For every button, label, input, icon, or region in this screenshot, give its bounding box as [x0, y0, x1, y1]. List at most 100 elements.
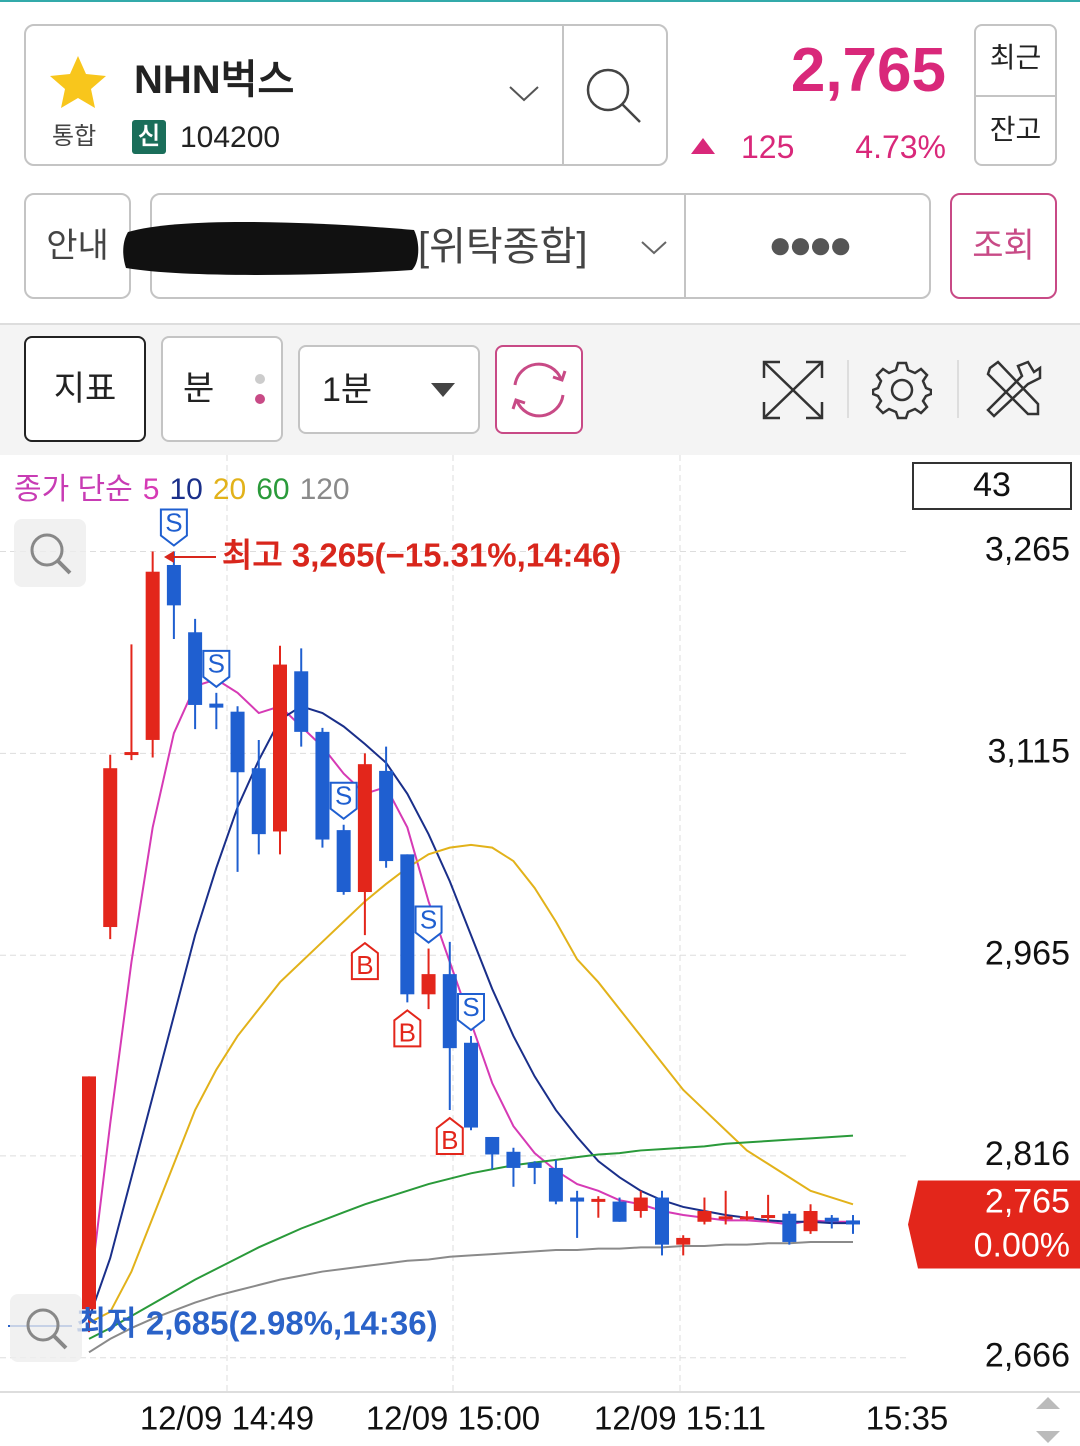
signal-shape [435, 1116, 464, 1156]
settings-icon[interactable] [872, 360, 932, 420]
signal-shape [202, 649, 231, 689]
scroll-arrows[interactable] [1036, 1397, 1060, 1443]
y-tick-label: 2,666 [985, 1337, 1070, 1375]
legend-entry: 60 [256, 473, 289, 506]
fullscreen-icon[interactable] [760, 358, 826, 422]
counter: 43 [973, 466, 1011, 504]
candle-body [782, 1213, 797, 1242]
x-tick-label: 12/09 14:49 [140, 1400, 314, 1437]
ma-line [88, 678, 853, 1299]
annotation-arrowhead [164, 551, 174, 563]
candle-body [103, 768, 118, 928]
zoom-button[interactable] [14, 519, 86, 587]
candle-body [527, 1162, 542, 1168]
balance-button[interactable]: 잔고 [989, 114, 1042, 145]
candle-body [315, 731, 330, 840]
tools-icon[interactable] [982, 358, 1044, 420]
signal-marker: S [329, 781, 358, 820]
recent-button[interactable]: 최근 [989, 42, 1042, 73]
candle-body [251, 768, 266, 835]
current-price: 2,765 [985, 1182, 1070, 1220]
period-unit-button[interactable]: 분 [161, 336, 283, 442]
candle-body [633, 1197, 648, 1211]
candle-body [697, 1210, 712, 1222]
legend-title: 종가 단순 [14, 473, 133, 506]
candle-body [676, 1237, 691, 1245]
signal-marker: B [393, 1009, 422, 1048]
ma-line [88, 843, 854, 1324]
candle-body [209, 703, 224, 708]
interval: 1분 [322, 371, 373, 409]
account-type: [위탁종합] [418, 225, 588, 269]
signal-label: B [399, 1017, 416, 1047]
signal-shape [350, 941, 379, 981]
signal-label: S [462, 992, 479, 1022]
x-tick-label: 15:35 [866, 1400, 949, 1437]
indicator-button[interactable]: 지표 [24, 336, 146, 442]
signal-marker: B [350, 941, 379, 981]
change: 125 [741, 129, 795, 165]
favorite-star[interactable] [48, 54, 108, 110]
candle-body [506, 1151, 521, 1168]
signal-marker: B [435, 1116, 464, 1156]
candle-body [188, 632, 203, 705]
guide-button[interactable]: 안내 [24, 193, 131, 299]
stock-code: 104200 [180, 121, 281, 154]
signal-label: B [441, 1125, 458, 1155]
candle-body [230, 711, 245, 773]
candle-body [273, 664, 287, 832]
candle-body [591, 1198, 606, 1202]
signal-shape [159, 508, 188, 547]
redaction [123, 221, 419, 275]
y-tick-label: 2,816 [985, 1135, 1070, 1173]
legend: 종가 단순 5 10 20 60 120 [14, 473, 350, 506]
zoom-button[interactable] [10, 1294, 82, 1362]
x-tick-label: 12/09 15:00 [366, 1400, 540, 1437]
arrow-up [1036, 1397, 1060, 1409]
interval-selector[interactable]: 1분 [298, 345, 480, 434]
search-icon[interactable] [584, 66, 648, 126]
current-price-box [908, 1180, 1080, 1269]
candle-body [421, 974, 436, 995]
market: 통합 [52, 123, 97, 150]
candle-body [718, 1216, 733, 1220]
counter-box [912, 462, 1072, 510]
signal-label: S [420, 904, 437, 934]
candle-body [145, 571, 160, 740]
y-tick-label: 3,115 [987, 732, 1070, 770]
ma-line [88, 1240, 853, 1354]
candle-body [655, 1197, 669, 1245]
password[interactable]: ●●●● [768, 223, 853, 267]
signal-marker: S [159, 507, 188, 547]
signal-shape [414, 905, 443, 944]
zoom-handle [56, 559, 72, 575]
candle-body [379, 770, 394, 862]
query-button[interactable]: 조회 [950, 193, 1057, 299]
legend-entry: 5 [143, 473, 160, 506]
zoom-bg [10, 1294, 82, 1362]
legend-entry: 20 [213, 473, 246, 506]
candle-body [548, 1167, 563, 1202]
candle-body [82, 1076, 96, 1310]
candle-body [846, 1220, 860, 1225]
signal-marker: S [414, 904, 443, 944]
y-tick-label: 3,265 [985, 531, 1070, 569]
refresh-button[interactable] [495, 345, 583, 434]
y-tick-label: 2,965 [985, 934, 1070, 972]
chart: 2,666 2,816 2,965 3,115 3,265 12/09 14:49 12/0… [0, 455, 1080, 1446]
arrow-down [1036, 1431, 1060, 1443]
zoom-bg [14, 519, 86, 587]
candle-body [824, 1217, 839, 1222]
high-annotation: 최고 3,265(−15.31%,14:46) [222, 537, 621, 574]
zoom-lens [26, 1308, 60, 1342]
ma-line [88, 1134, 854, 1340]
signal-label: S [165, 507, 182, 537]
legend-entry: 10 [169, 473, 202, 506]
candle-body [357, 764, 372, 893]
candle-body [761, 1215, 776, 1219]
change-pct: 4.73% [855, 129, 946, 165]
zoom-handle [52, 1334, 68, 1350]
signal-shape [329, 781, 358, 820]
stock-selector[interactable]: NHN벅스 통합 신 104200 [24, 24, 668, 166]
